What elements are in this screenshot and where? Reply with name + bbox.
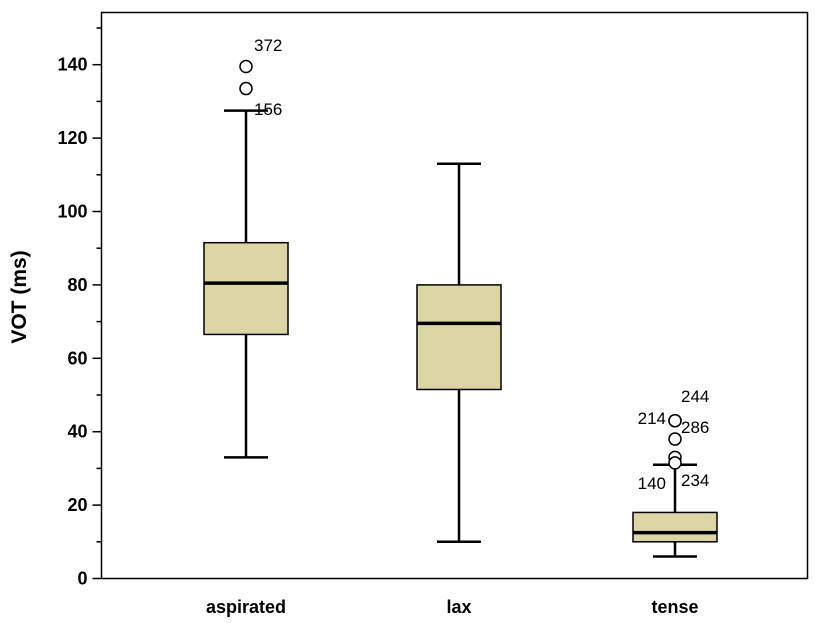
iqr-box — [632, 511, 718, 543]
iqr-box — [416, 284, 502, 391]
y-tick-label-100: 100 — [57, 202, 87, 222]
outlier-point — [668, 456, 682, 470]
outlier-label-234: 234 — [681, 471, 709, 490]
y-tick-label-20: 20 — [67, 495, 87, 515]
y-tick-label-120: 120 — [57, 128, 87, 148]
outlier-label-214: 214 — [638, 409, 666, 428]
y-tick-label-80: 80 — [67, 275, 87, 295]
outlier-label-286: 286 — [681, 418, 709, 437]
box-lax — [416, 162, 502, 544]
x-category-label-aspirated: aspirated — [206, 597, 286, 617]
y-tick-label-60: 60 — [67, 348, 87, 368]
box-tense — [632, 413, 718, 558]
outlier-point — [239, 59, 253, 74]
outlier-label-140: 140 — [638, 474, 666, 493]
outlier-label-156: 156 — [254, 100, 282, 119]
plot-frame — [100, 11, 809, 580]
outlier-point — [668, 413, 682, 428]
x-category-label-tense: tense — [651, 597, 698, 617]
y-tick-label-40: 40 — [67, 422, 87, 442]
y-tick-label-0: 0 — [77, 569, 87, 589]
outlier-point — [668, 432, 682, 446]
x-category-label-lax: lax — [446, 597, 471, 617]
iqr-box — [203, 241, 289, 336]
outlier-label-244: 244 — [681, 387, 709, 406]
box-aspirated — [203, 59, 289, 459]
y-tick-label-140: 140 — [57, 55, 87, 75]
outlier-label-372: 372 — [254, 36, 282, 55]
y-axis-title: VOT (ms) — [8, 250, 31, 343]
outlier-point — [239, 81, 253, 96]
